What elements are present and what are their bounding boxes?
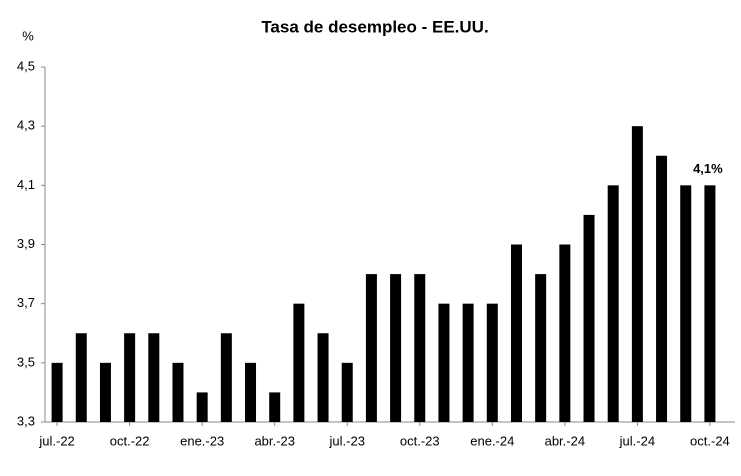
x-tick-label: ene.-24: [470, 433, 514, 448]
bar: [124, 333, 136, 422]
bar: [414, 274, 426, 422]
bar: [293, 303, 305, 422]
bar: [535, 274, 547, 422]
bar: [341, 362, 353, 422]
x-tick-label: abr.-24: [545, 433, 585, 448]
x-tick-label: oct.-23: [400, 433, 440, 448]
y-tick-label: 3,3: [17, 413, 35, 428]
x-tick-label: oct.-22: [110, 433, 150, 448]
x-tick-label: abr.-23: [254, 433, 294, 448]
bar: [462, 303, 474, 422]
bar: [245, 362, 257, 422]
bar: [269, 392, 281, 422]
bar: [196, 392, 208, 422]
bar: [486, 303, 498, 422]
bar: [390, 274, 402, 422]
y-tick-label: 4,5: [17, 58, 35, 73]
x-tick-label: jul.-22: [38, 433, 74, 448]
bar: [220, 333, 232, 422]
y-tick-label: 3,5: [17, 354, 35, 369]
value-label: 4,1%: [693, 161, 723, 176]
bar: [317, 333, 329, 422]
x-tick-label: oct.-24: [690, 433, 730, 448]
bar: [172, 362, 184, 422]
bar: [704, 185, 716, 422]
x-tick-label: jul.-24: [619, 433, 655, 448]
bar: [656, 155, 668, 422]
bar: [583, 214, 595, 422]
bar: [148, 333, 160, 422]
bar: [51, 362, 63, 422]
bar: [631, 126, 643, 423]
y-tick-label: 4,3: [17, 118, 35, 133]
x-tick-label: jul.-23: [329, 433, 365, 448]
bar: [510, 244, 522, 422]
y-tick-label: 3,7: [17, 295, 35, 310]
bar: [559, 244, 571, 422]
bar: [607, 185, 619, 422]
x-tick-label: ene.-23: [180, 433, 224, 448]
bar: [365, 274, 377, 422]
y-tick-label: 3,9: [17, 236, 35, 251]
bar: [99, 362, 111, 422]
bar: [75, 333, 87, 422]
bar: [438, 303, 450, 422]
bar: [680, 185, 692, 422]
y-axis-label: %: [22, 28, 34, 43]
y-tick-label: 4,1: [17, 177, 35, 192]
chart-title: Tasa de desempleo - EE.UU.: [261, 17, 488, 36]
